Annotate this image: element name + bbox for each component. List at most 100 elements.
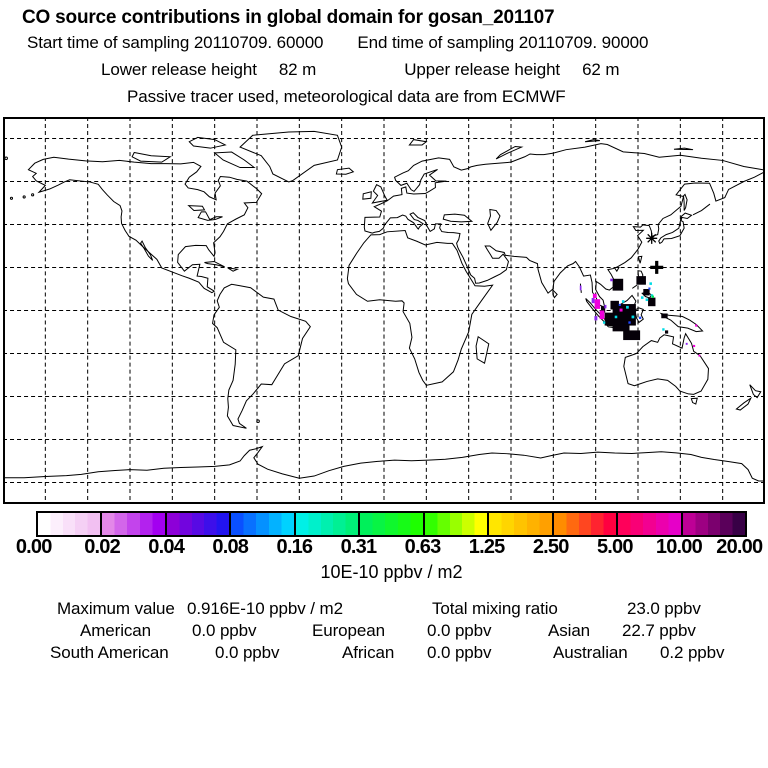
data-hotspot <box>604 304 607 309</box>
release-height-line: Lower release height 82 m Upper release he… <box>101 60 620 80</box>
data-hotspot <box>614 315 618 319</box>
data-hotspot <box>649 282 652 285</box>
colorbar-segment <box>100 513 165 535</box>
receptor-markers <box>646 232 664 274</box>
max-value: 0.916E-10 ppbv / m2 <box>187 599 343 618</box>
region-name-american: American <box>80 621 152 640</box>
data-hotspot <box>621 300 625 303</box>
region-name-asian: Asian <box>548 621 591 640</box>
world-map <box>3 117 765 504</box>
colorbar <box>36 511 747 537</box>
colorbar-tick: 1.25 <box>468 536 506 558</box>
page-title: CO source contributions in global domain… <box>22 7 555 28</box>
data-hotspot <box>695 324 698 327</box>
data-hotspot <box>643 289 650 296</box>
data-hotspot <box>664 330 669 334</box>
data-hotspot <box>661 313 668 319</box>
data-hotspot <box>602 321 606 324</box>
data-hotspot <box>693 344 696 348</box>
data-hotspot <box>628 321 631 324</box>
receptor-star-icon <box>646 232 658 244</box>
colorbar-tick: 2.50 <box>532 536 570 558</box>
upper-release-value: 62 m <box>582 60 620 79</box>
colorbar-segment <box>422 513 488 535</box>
source-contribution-patches <box>579 276 701 357</box>
colorbar-tick: 0.31 <box>340 536 378 558</box>
data-hotspot <box>623 330 641 341</box>
lower-release-label: Lower release height <box>101 60 257 79</box>
data-hotspot <box>618 303 621 306</box>
colorbar-unit-label: 10E-10 ppbv / m2 <box>320 562 463 582</box>
data-hotspot <box>594 299 601 309</box>
data-hotspot <box>610 278 613 282</box>
total-mixing-ratio-label: Total mixing ratio <box>432 599 558 618</box>
tracer-info-line: Passive tracer used, meteorological data… <box>127 87 566 106</box>
data-hotspot <box>648 297 656 307</box>
data-hotspot <box>612 304 636 326</box>
region-name-south-american: South American <box>50 643 169 662</box>
end-time-text: End time of sampling 20110709. 90000 <box>357 33 649 52</box>
data-hotspot <box>612 278 624 291</box>
data-hotspot <box>619 308 623 312</box>
data-hotspot <box>685 342 688 345</box>
data-hotspot <box>636 276 646 285</box>
colorbar-segment <box>551 513 617 535</box>
colorbar-tick: 0.04 <box>148 536 185 558</box>
colorbar-segment <box>229 513 294 535</box>
colorbar-segment <box>164 513 230 535</box>
upper-release-label: Upper release height <box>404 60 561 79</box>
colorbar-tick: 0.00 <box>15 536 53 558</box>
region-value-european: 0.0 ppbv <box>427 621 492 640</box>
data-hotspot <box>648 287 651 290</box>
data-hotspot <box>638 316 642 319</box>
colorbar-tick: 5.00 <box>596 536 634 558</box>
data-hotspot <box>579 285 582 291</box>
region-value-south-american: 0.0 ppbv <box>215 643 280 662</box>
coastlines <box>3 131 765 481</box>
data-hotspot <box>610 300 619 310</box>
data-hotspot <box>604 312 615 326</box>
total-mixing-ratio-value: 23.0 ppbv <box>627 599 701 618</box>
colorbar-segment <box>680 513 745 535</box>
colorbar-segment <box>358 513 423 535</box>
grid-lines <box>3 117 765 504</box>
region-name-african: African <box>342 643 395 662</box>
region-value-asian: 22.7 ppbv <box>622 621 696 640</box>
colorbar-segment <box>38 513 101 535</box>
colorbar-tick: 0.02 <box>84 536 121 558</box>
data-hotspot <box>612 324 630 332</box>
colorbar-tick: 0.08 <box>212 536 249 558</box>
colorbar-tick: 10.00 <box>655 536 703 558</box>
colorbar-segment <box>616 513 681 535</box>
data-hotspot <box>591 298 595 304</box>
max-value-label: Maximum value <box>57 599 175 618</box>
data-hotspot <box>599 310 605 320</box>
map-frame <box>3 117 765 504</box>
data-hotspot <box>650 294 654 297</box>
lower-release-value: 82 m <box>278 60 317 79</box>
receptor-plus-icon <box>650 260 664 274</box>
start-time-text: Start time of sampling 20110709. 60000 <box>27 33 324 52</box>
colorbar-tick: 0.16 <box>276 536 313 558</box>
geo-layer <box>3 131 765 481</box>
colorbar-tick-labels: 0.00 0.02 0.04 0.08 0.16 0.31 0.63 1.25 2.50 5.00… <box>16 536 763 558</box>
data-hotspot <box>592 293 597 299</box>
colorbar-segment <box>293 513 359 535</box>
colorbar-segment <box>487 513 552 535</box>
colorbar-tick: 20.00 <box>716 536 763 558</box>
data-hotspot <box>594 316 598 321</box>
sampling-time-line: Start time of sampling 20110709. 60000 En… <box>27 33 648 53</box>
data-hotspot <box>698 354 701 357</box>
region-name-australian: Australian <box>553 643 628 662</box>
data-hotspot <box>600 306 606 313</box>
data-hotspot <box>651 295 654 298</box>
region-value-australian: 0.2 ppbv <box>660 643 725 662</box>
region-name-european: European <box>312 621 385 640</box>
colorbar-tick: 0.63 <box>404 536 442 558</box>
region-value-african: 0.0 ppbv <box>427 643 492 662</box>
data-hotspot <box>662 328 665 331</box>
data-hotspot <box>640 296 644 299</box>
world-map-svg <box>3 117 765 504</box>
region-value-american: 0.0 ppbv <box>192 621 257 640</box>
